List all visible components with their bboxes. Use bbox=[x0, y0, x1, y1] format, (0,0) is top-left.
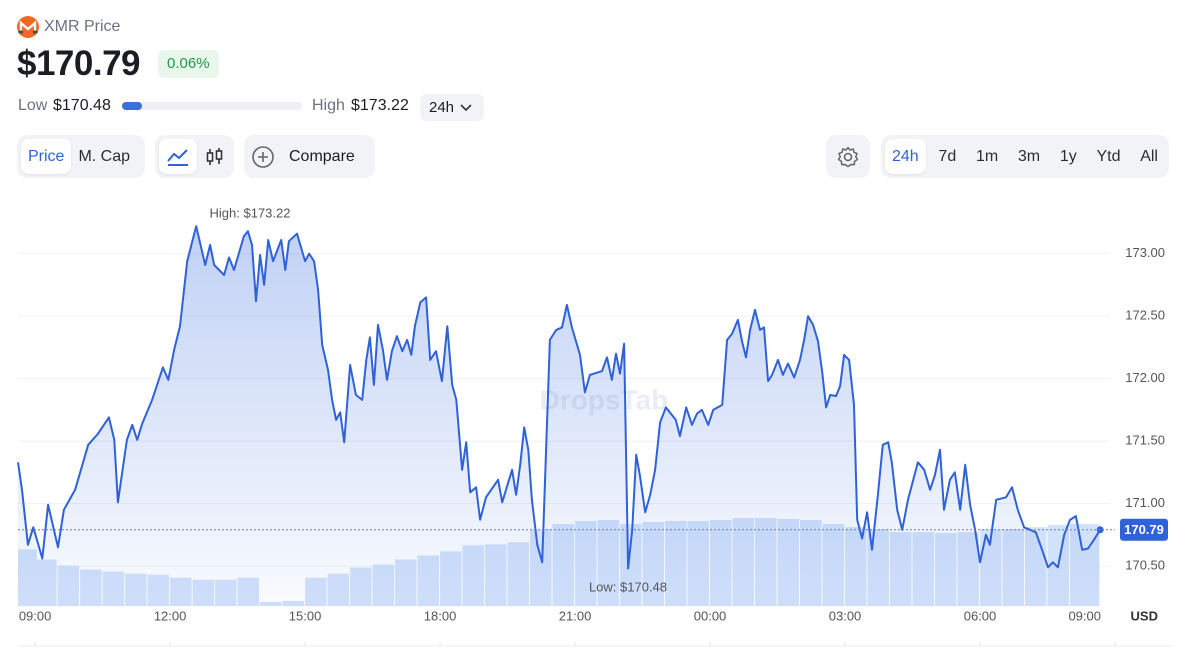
compare-label: Compare bbox=[289, 147, 355, 165]
plus-icon bbox=[252, 145, 274, 168]
y-unit: USD bbox=[1131, 608, 1158, 623]
y-tick-label: 173.00 bbox=[1125, 245, 1165, 260]
x-tick-label: 03:00 bbox=[829, 608, 862, 623]
change-badge: 0.06% bbox=[158, 50, 219, 78]
y-tick-label: 172.00 bbox=[1125, 370, 1165, 385]
x-tick-label: 09:00 bbox=[19, 608, 52, 623]
y-tick-label: 172.50 bbox=[1125, 308, 1165, 323]
high-label: High bbox=[312, 97, 345, 114]
timeframe[interactable]: 1m bbox=[975, 148, 999, 165]
compare-button[interactable]: Compare bbox=[244, 135, 375, 178]
range-bar bbox=[122, 102, 302, 110]
price: $170.79 bbox=[17, 44, 141, 83]
candle-chart-button[interactable] bbox=[197, 139, 231, 174]
high-annotation: High: $173.22 bbox=[210, 205, 291, 220]
line-chart-button[interactable] bbox=[159, 139, 197, 174]
last-point bbox=[1096, 526, 1104, 534]
y-tick-label: 170.50 bbox=[1125, 557, 1165, 572]
current-price-box bbox=[1120, 518, 1168, 541]
x-tick-label: 09:00 bbox=[1068, 608, 1101, 623]
chevron bbox=[460, 104, 472, 112]
tab[interactable]: Price bbox=[21, 139, 72, 174]
timeframe-tabs: 24h 7d 1m 3m 1y Ytd All bbox=[881, 135, 1169, 178]
price-line bbox=[17, 225, 1102, 570]
area-fill bbox=[18, 226, 1101, 606]
xmr-logo bbox=[17, 16, 39, 38]
range-fill bbox=[122, 102, 142, 110]
timeframe[interactable]: 24h bbox=[885, 139, 926, 174]
timeframe[interactable]: All bbox=[1140, 148, 1158, 165]
line-icon bbox=[167, 149, 188, 166]
x-tick-label: 12:00 bbox=[154, 608, 187, 623]
settings-button[interactable] bbox=[826, 135, 870, 178]
range-select[interactable]: 24h bbox=[420, 94, 484, 121]
chart-type-tabs bbox=[155, 135, 234, 178]
timeframe[interactable]: Ytd bbox=[1096, 148, 1121, 165]
asset-name: XMR Price bbox=[44, 18, 121, 35]
x-tick-label: 00:00 bbox=[694, 608, 727, 623]
x-tick-label: 21:00 bbox=[559, 608, 592, 623]
y-tick-label: 171.50 bbox=[1125, 433, 1165, 448]
x-tick-label: 15:00 bbox=[289, 608, 322, 623]
low-annotation: Low: $170.48 bbox=[589, 579, 667, 594]
metric-tabs: Price M. Cap bbox=[17, 135, 145, 178]
tab[interactable]: M. Cap bbox=[78, 148, 131, 165]
high-value: $173.22 bbox=[351, 97, 409, 114]
low-label: Low bbox=[18, 97, 48, 114]
current-price-label: 170.79 bbox=[1124, 522, 1164, 537]
timeframe[interactable]: 3m bbox=[1017, 148, 1041, 165]
low-value: $170.48 bbox=[53, 97, 111, 114]
range-select-label: 24h bbox=[429, 99, 455, 116]
gear-icon bbox=[837, 146, 859, 167]
y-tick-label: 171.00 bbox=[1125, 495, 1165, 510]
candle-icon bbox=[206, 148, 223, 165]
timeframe[interactable]: 1y bbox=[1059, 148, 1077, 165]
x-tick-label: 18:00 bbox=[424, 608, 457, 623]
x-tick-label: 06:00 bbox=[964, 608, 997, 623]
timeframe[interactable]: 7d bbox=[938, 148, 957, 165]
